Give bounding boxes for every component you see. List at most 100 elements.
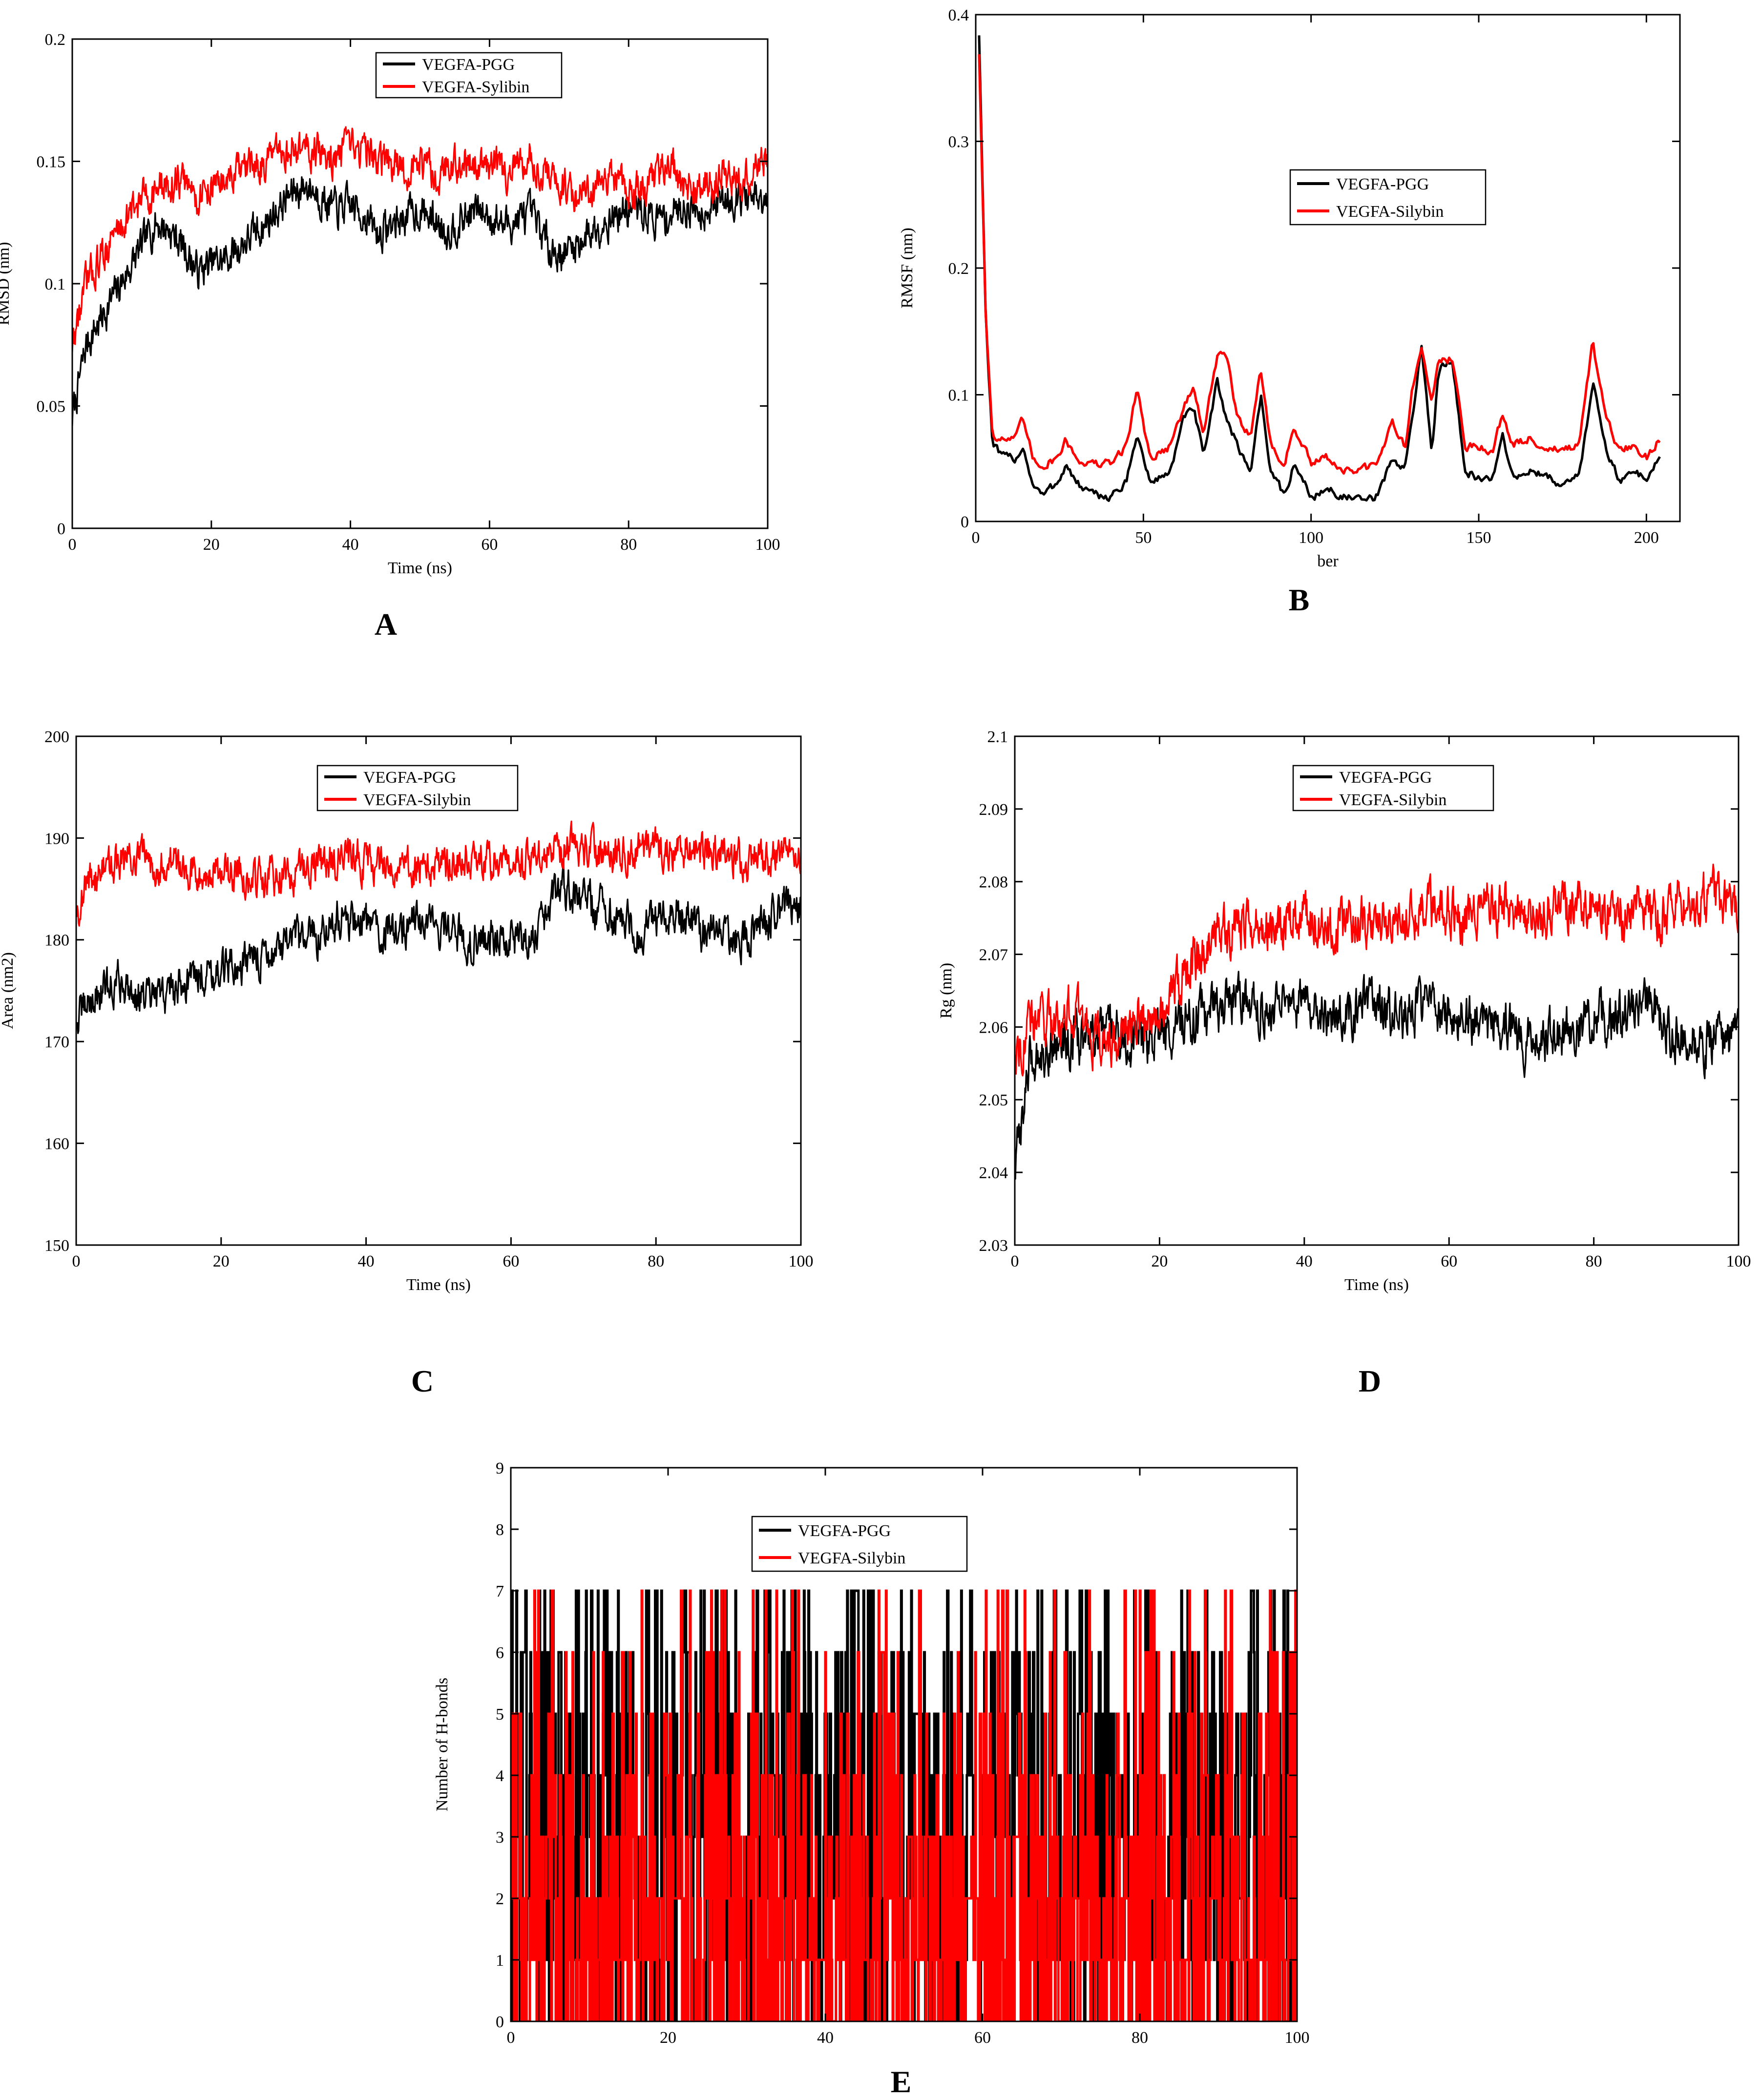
legend-label: VEGFA-PGG: [1336, 175, 1429, 193]
y-tick-label: 0: [57, 520, 65, 538]
series-line-vegfa-pgg: [72, 176, 768, 426]
y-tick-label: 0: [961, 513, 969, 531]
legend-label: VEGFA-PGG: [363, 769, 456, 787]
y-axis-label: RMSF (nm): [898, 228, 916, 308]
panel-label: D: [1359, 1364, 1381, 1398]
legend-label: VEGFA-Silybin: [1339, 791, 1447, 809]
x-tick-label: 40: [817, 2029, 834, 2047]
y-tick-label: 200: [44, 728, 69, 746]
legend-label: VEGFA-Silybin: [798, 1549, 905, 1567]
y-tick-label: 0: [496, 2013, 504, 2031]
x-tick-label: 0: [72, 1252, 81, 1270]
chart-A: 0 20 40 60 80 100 0 0.05 0.1 0.15 0.2 Time (ns) RMSD…: [0, 31, 780, 642]
x-tick-label: 60: [503, 1252, 519, 1270]
chart-B: 0 50 100 150 200 0 0.1 0.2 0.3 0.4 ber RMSF (nm) VEG…: [898, 6, 1681, 617]
legend-label: VEGFA-Silybin: [1336, 203, 1444, 221]
series-line-vegfa-silybin: [511, 1589, 1297, 2021]
x-tick-label: 0: [972, 529, 980, 547]
y-axis-label: Rg (nm): [937, 963, 955, 1019]
y-axis-label: Number of H-bonds: [433, 1678, 451, 1811]
legend-label: VEGFA-PGG: [798, 1522, 891, 1540]
series-group: [511, 1589, 1297, 2021]
x-axis-label: Time (ns): [1344, 1276, 1409, 1294]
x-tick-label: 0: [68, 536, 77, 554]
legend: VEGFA-PGG VEGFA-Sylibin: [375, 52, 563, 99]
y-tick-label: 2.05: [979, 1091, 1008, 1109]
series-line-vegfa-pgg: [76, 863, 801, 1034]
series-line-vegfa-pgg: [1015, 971, 1739, 1180]
legend-label: VEGFA-Silybin: [363, 791, 471, 809]
y-tick-label: 0.1: [948, 386, 969, 404]
x-tick-label: 20: [1151, 1252, 1168, 1270]
x-tick-label: 60: [974, 2029, 991, 2047]
x-tick-label: 40: [358, 1252, 375, 1270]
legend: VEGFA-PGG VEGFA-Silybin: [1292, 765, 1494, 811]
series-line-vegfa-silybin: [76, 820, 801, 927]
x-tick-label: 80: [648, 1252, 664, 1270]
legend-box: [751, 1516, 968, 1572]
y-tick-label: 1: [496, 1952, 504, 1970]
legend-box: [375, 52, 563, 99]
legend: VEGFA-PGG VEGFA-Silybin: [1289, 169, 1487, 226]
x-tick-label: 0: [1011, 1252, 1019, 1270]
x-tick-label: 20: [660, 2029, 676, 2047]
plot-frame: [75, 735, 802, 1246]
y-tick-label: 2: [496, 1890, 504, 1908]
y-tick-label: 2.09: [979, 801, 1008, 819]
x-tick-label: 100: [1285, 2029, 1310, 2047]
legend: VEGFA-PGG VEGFA-Silybin: [316, 765, 519, 811]
legend-label: VEGFA-PGG: [1339, 769, 1432, 787]
x-axis-label: ber: [1317, 552, 1339, 570]
legend-box: [316, 765, 519, 811]
y-tick-label: 0.4: [948, 6, 969, 24]
y-tick-label: 0.3: [948, 133, 969, 151]
y-tick-label: 5: [496, 1705, 504, 1724]
x-axis-label: Time (ns): [406, 1276, 471, 1294]
y-tick-label: 7: [496, 1582, 504, 1601]
chart-E: 0 20 40 60 80 100 0 1 2 3 4 5 6 7 8 9 Number of H-bonds V…: [433, 1459, 1310, 2099]
y-axis-label: RMSD (nm): [0, 242, 13, 326]
legend: VEGFA-PGG VEGFA-Silybin: [751, 1516, 968, 1572]
x-tick-label: 20: [203, 536, 220, 554]
x-tick-label: 200: [1634, 529, 1659, 547]
x-tick-label: 80: [620, 536, 637, 554]
panel-label: A: [375, 607, 397, 642]
chart-D: 0 20 40 60 80 100 2.03 2.04 2.05 2.06 2.07 2.08 2.09…: [937, 728, 1751, 1398]
y-tick-label: 180: [44, 932, 69, 950]
series-group: [76, 820, 801, 1034]
x-tick-label: 40: [1296, 1252, 1313, 1270]
legend-label: VEGFA-PGG: [422, 56, 515, 74]
plot-frame: [510, 1467, 1298, 2022]
legend-box: [1292, 765, 1494, 811]
panel-label: E: [891, 2064, 912, 2099]
y-tick-label: 0.05: [37, 397, 66, 416]
y-tick-label: 160: [44, 1135, 69, 1153]
panel-label: B: [1289, 582, 1310, 617]
y-axis-label: Area (nm2): [0, 952, 17, 1029]
x-tick-label: 100: [789, 1252, 814, 1270]
panel-label: C: [411, 1364, 434, 1398]
x-tick-label: 100: [1726, 1252, 1751, 1270]
plot-frame: [71, 38, 769, 529]
series-line-vegfa-silybin: [1015, 863, 1739, 1077]
x-tick-label: 100: [755, 536, 780, 554]
x-tick-label: 80: [1586, 1252, 1602, 1270]
series-group: [978, 35, 1661, 502]
y-tick-label: 0.2: [948, 260, 969, 278]
y-tick-label: 190: [44, 830, 69, 848]
y-tick-label: 0.15: [37, 153, 66, 171]
legend-label: VEGFA-Sylibin: [422, 78, 529, 96]
series-line-vegfa-sylibin: [72, 126, 768, 353]
x-axis-label: Time (ns): [388, 559, 452, 577]
x-tick-label: 20: [213, 1252, 230, 1270]
series-line-vegfa-pgg: [978, 35, 1661, 502]
x-tick-label: 100: [1299, 529, 1323, 547]
y-tick-label: 170: [44, 1033, 69, 1051]
y-tick-label: 2.07: [979, 946, 1008, 964]
series-group: [1015, 863, 1739, 1180]
y-tick-label: 3: [496, 1829, 504, 1847]
x-tick-label: 60: [481, 536, 498, 554]
x-tick-label: 150: [1467, 529, 1491, 547]
x-tick-label: 0: [507, 2029, 515, 2047]
